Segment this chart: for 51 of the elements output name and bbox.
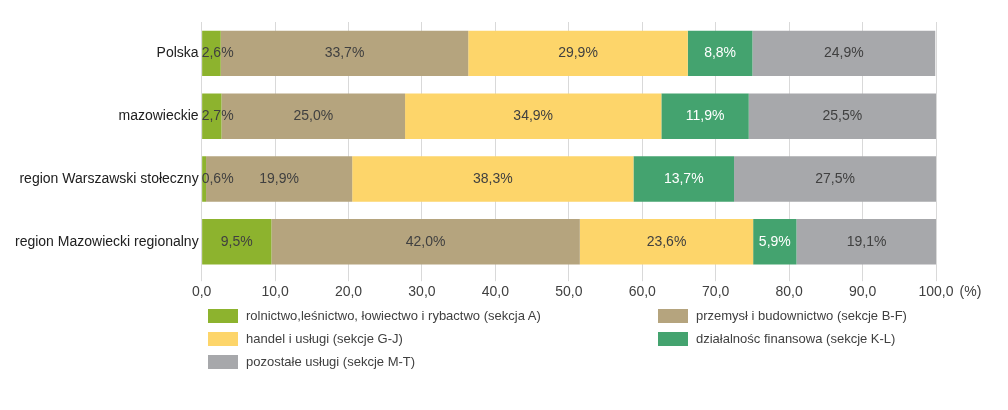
y-tick-label: region Mazowiecki regionalny bbox=[14, 232, 199, 249]
legend-label: rolnictwo,leśnictwo, łowiectwo i rybactwo (sekcja A) bbox=[246, 308, 541, 323]
data-label: 42,0% bbox=[405, 232, 446, 249]
y-tick-label: mazowieckie bbox=[118, 107, 199, 124]
bar bbox=[734, 156, 936, 202]
bar bbox=[405, 93, 662, 139]
legend-label: działalnośc finansowa (sekcje K-L) bbox=[696, 331, 896, 346]
x-tick-label: 0,0 bbox=[191, 283, 212, 300]
x-tick-label: 60,0 bbox=[628, 283, 657, 300]
legend-label: handel i usługi (sekcje G-J) bbox=[246, 331, 403, 346]
bar bbox=[687, 30, 753, 77]
x-tick-label: 50,0 bbox=[555, 283, 583, 300]
x-tick-label: 80,0 bbox=[775, 283, 803, 300]
data-label: 27,5% bbox=[815, 169, 855, 186]
data-label: 8,8% bbox=[704, 44, 737, 61]
data-label: 34,9% bbox=[513, 107, 554, 124]
data-label: 25,5% bbox=[822, 107, 863, 124]
data-label: 19,1% bbox=[846, 232, 887, 249]
x-axis-title: (%) bbox=[959, 283, 982, 300]
bar bbox=[796, 219, 936, 265]
legend-label: pozostałe usługi (sekcje M-T) bbox=[246, 354, 416, 369]
bar bbox=[202, 219, 272, 265]
bar bbox=[271, 219, 580, 265]
legend-label: przemysł i budownictwo (sekcje B-F) bbox=[696, 308, 907, 323]
data-label: 24,9% bbox=[823, 44, 864, 61]
bar bbox=[352, 156, 634, 202]
data-label: 33,7% bbox=[324, 44, 365, 61]
x-tick-label: 30,0 bbox=[408, 283, 436, 300]
x-tick-label: 100,0 bbox=[918, 283, 954, 300]
x-tick-label: 10,0 bbox=[261, 283, 289, 300]
bar bbox=[468, 30, 688, 77]
data-label: 23,6% bbox=[646, 232, 687, 249]
x-tick-label: 40,0 bbox=[481, 283, 510, 300]
data-label: 5,9% bbox=[758, 232, 791, 249]
bar bbox=[661, 93, 749, 139]
data-label: 9,5% bbox=[220, 232, 253, 249]
data-label: 11,9% bbox=[685, 107, 725, 124]
bar bbox=[579, 219, 754, 265]
data-label: 19,9% bbox=[259, 169, 299, 186]
data-label: 25,0% bbox=[293, 107, 334, 124]
y-tick-label: region Warszawski stołeczny bbox=[19, 169, 199, 186]
bar bbox=[752, 30, 936, 77]
x-tick-label: 70,0 bbox=[702, 283, 730, 300]
data-label: 29,9% bbox=[558, 44, 598, 61]
bar bbox=[633, 156, 735, 202]
x-tick-label: 90,0 bbox=[848, 283, 877, 300]
data-label: 38,3% bbox=[472, 169, 513, 186]
bar bbox=[748, 93, 936, 139]
x-tick-label: 20,0 bbox=[334, 283, 363, 300]
data-label: 13,7% bbox=[663, 169, 704, 186]
y-tick-label: Polska bbox=[156, 44, 199, 61]
